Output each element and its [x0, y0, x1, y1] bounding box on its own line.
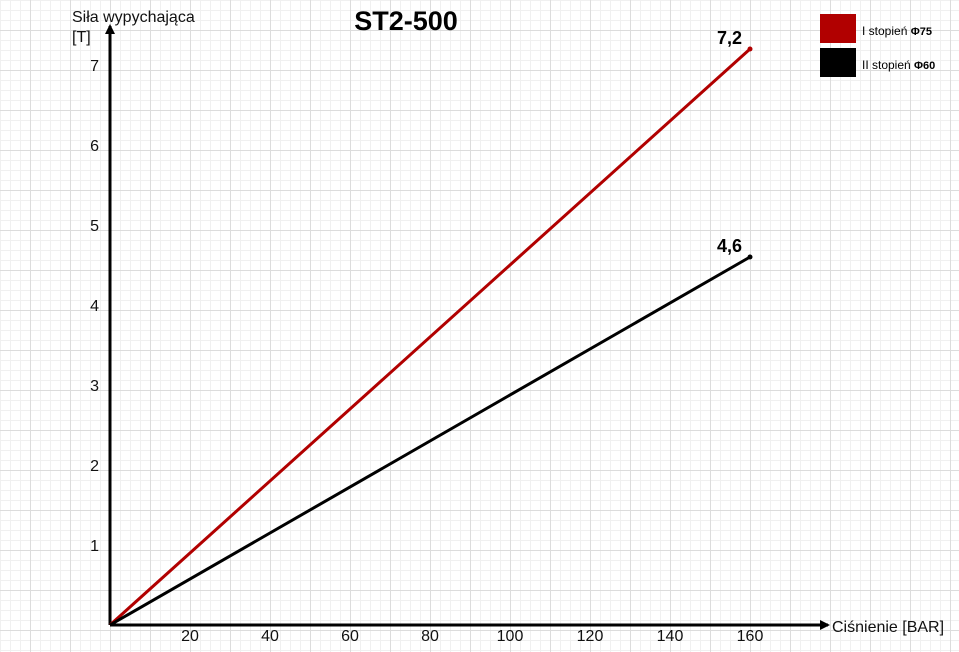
x-tick-label: 160	[737, 628, 764, 645]
series-layer: 7,2 4,6	[108, 28, 753, 627]
y-tick-label: 6	[90, 138, 99, 155]
y-tick-label: 2	[90, 458, 99, 475]
chart-title: ST2-500	[354, 6, 458, 36]
legend-series-diameter: Φ75	[911, 26, 932, 38]
x-tick-label: 120	[577, 628, 604, 645]
series-line	[108, 47, 752, 627]
x-tick-label: 100	[497, 628, 524, 645]
data-label: 7,2	[717, 28, 742, 48]
legend-label: I stopień Φ75	[862, 24, 932, 38]
y-axis-unit-label: [T]	[72, 29, 91, 46]
x-tick-label: 80	[421, 628, 439, 645]
x-tick-labels: 20 40 60 80 100 120 140 160	[181, 628, 763, 645]
y-tick-label: 5	[90, 218, 99, 235]
y-axis-label: Siła wypychająca	[72, 9, 195, 26]
legend-swatch	[820, 14, 856, 43]
legend-label: II stopień Φ60	[862, 58, 935, 72]
y-tick-label: 4	[90, 298, 99, 315]
y-tick-label: 7	[90, 58, 99, 75]
data-point	[747, 254, 753, 260]
x-tick-label: 60	[341, 628, 359, 645]
x-axis-label: Ciśnienie [BAR]	[832, 619, 944, 636]
x-tick-label: 20	[181, 628, 199, 645]
data-label: 4,6	[717, 236, 742, 256]
legend-series-name: I stopień	[862, 24, 911, 38]
y-tick-label: 3	[90, 378, 99, 395]
x-tick-label: 40	[261, 628, 279, 645]
series-line	[109, 255, 751, 627]
x-tick-label: 140	[657, 628, 684, 645]
data-point	[747, 46, 753, 52]
legend-swatch	[820, 48, 856, 77]
y-tick-labels: 1 2 3 4 5 6 7	[90, 58, 99, 555]
y-tick-label: 1	[90, 538, 99, 555]
legend-series-diameter: Φ60	[914, 60, 935, 72]
legend-series-name: II stopień	[862, 58, 914, 72]
legend: I stopień Φ75 II stopień Φ60	[820, 14, 935, 77]
